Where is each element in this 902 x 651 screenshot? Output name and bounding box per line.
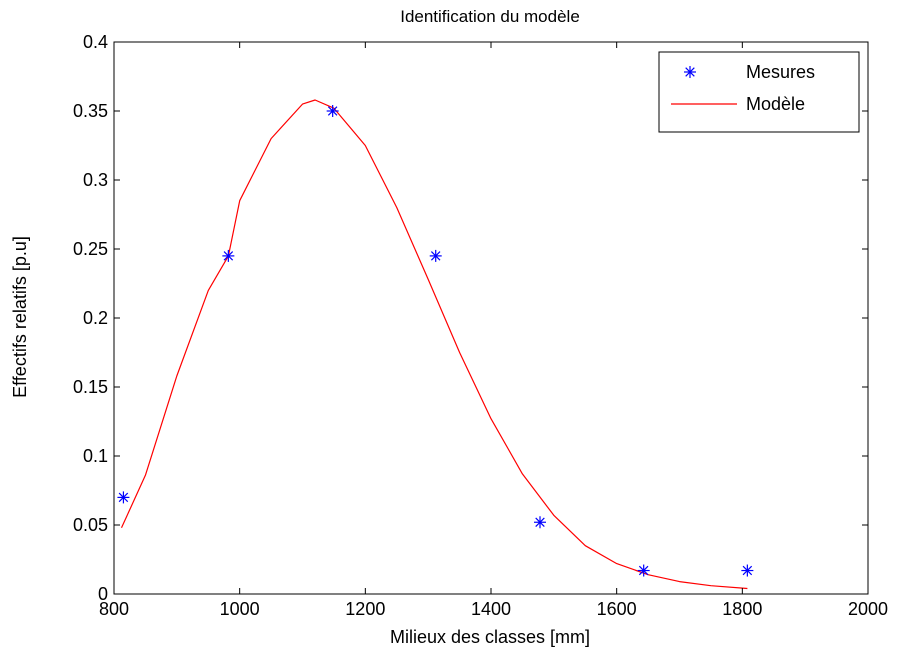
x-tick-label: 1800 (722, 599, 762, 619)
y-tick-label: 0.35 (73, 101, 108, 121)
data-point-mesures (117, 491, 130, 504)
data-point-mesures (222, 249, 235, 262)
model-curve-layer (120, 99, 748, 590)
y-tick-label: 0.2 (83, 308, 108, 328)
legend-box (658, 51, 860, 133)
x-tick-label: 1400 (471, 599, 511, 619)
x-tick-label: 1600 (597, 599, 637, 619)
y-tick-label: 0.3 (83, 170, 108, 190)
y-axis-label: Effectifs relatifs [p.u] (10, 236, 30, 398)
y-tick-label: 0.1 (83, 446, 108, 466)
x-tick-label: 1000 (220, 599, 260, 619)
chart-title: Identification du modèle (400, 7, 580, 26)
data-point-mesures (429, 249, 442, 262)
x-tick-label: 2000 (848, 599, 888, 619)
y-tick-label: 0.15 (73, 377, 108, 397)
data-point-mesures (534, 516, 547, 529)
legend: Mesures Modèle (658, 51, 860, 133)
legend-marker-mesures (684, 66, 696, 78)
measure-markers-layer (117, 105, 754, 577)
data-point-mesures (326, 105, 339, 117)
x-tick-label: 800 (99, 599, 129, 619)
y-tick-label: 0.05 (73, 515, 108, 535)
data-point-mesures (637, 564, 650, 577)
y-tick-label: 0.25 (73, 239, 108, 259)
data-point-mesures (741, 564, 754, 577)
legend-label-modele: Modèle (746, 94, 805, 114)
series-line-modele (120, 99, 748, 590)
x-axis-label: Milieux des classes [mm] (390, 627, 590, 647)
plot-area (114, 42, 868, 594)
y-tick-label: 0.4 (83, 32, 108, 52)
x-tick-label: 1200 (345, 599, 385, 619)
legend-label-mesures: Mesures (746, 62, 815, 82)
y-tick-label: 0 (98, 584, 108, 604)
y-axis: 0 0.05 0.1 0.15 0.2 0.25 0.3 0.35 0.4 (73, 32, 868, 604)
x-axis: 800 1000 1200 1400 1600 1800 2000 (99, 42, 888, 619)
